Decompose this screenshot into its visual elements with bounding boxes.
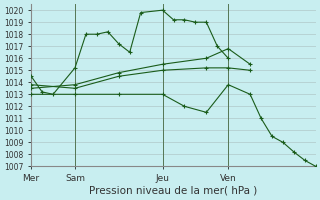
X-axis label: Pression niveau de la mer( hPa ): Pression niveau de la mer( hPa ): [89, 186, 258, 196]
